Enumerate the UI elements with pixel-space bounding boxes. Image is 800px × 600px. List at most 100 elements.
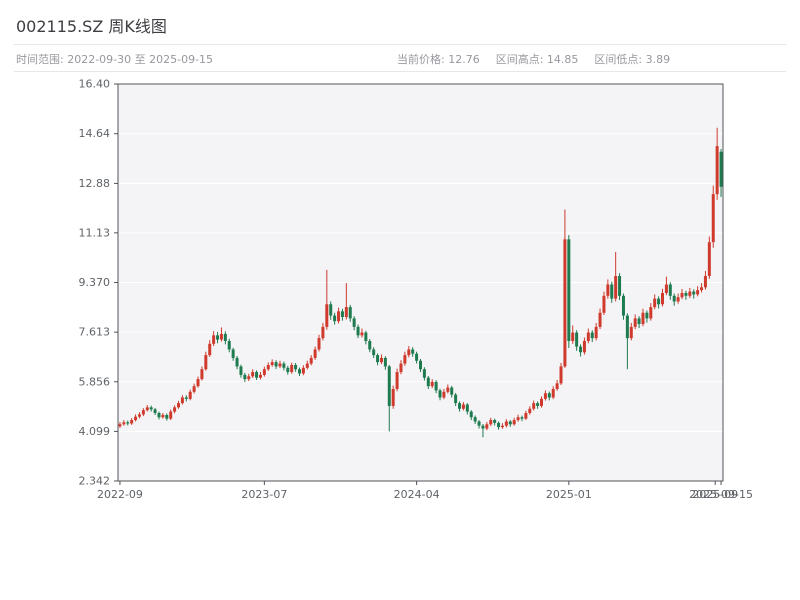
- candle-body: [286, 367, 290, 373]
- candle-body: [270, 362, 274, 365]
- candle-body: [664, 284, 668, 293]
- candle-body: [579, 346, 583, 353]
- candle-body: [700, 287, 704, 291]
- y-axis-label: 7.613: [79, 326, 111, 339]
- candle-body: [446, 387, 450, 392]
- candle-body: [223, 333, 227, 341]
- candle-body: [419, 360, 422, 370]
- candle-body: [212, 335, 216, 344]
- candle-body: [173, 407, 177, 412]
- candle-body: [703, 276, 707, 288]
- candle-body: [118, 424, 122, 427]
- candle-body: [594, 326, 598, 339]
- candle-body: [481, 425, 485, 429]
- candle-body: [450, 387, 454, 395]
- candle-body: [383, 357, 387, 367]
- candle-body: [219, 333, 223, 340]
- candle-body: [719, 151, 723, 187]
- candle-body: [364, 332, 368, 341]
- candle-body: [415, 353, 419, 361]
- candle-body: [629, 326, 633, 339]
- candle-body: [637, 318, 641, 325]
- candle-body: [668, 284, 672, 296]
- x-axis-label: 2022-09: [97, 488, 143, 501]
- range-high-stat: 区间高点: 14.85: [495, 53, 579, 66]
- candle-body: [485, 424, 489, 429]
- candle-body: [165, 414, 169, 419]
- candle-body: [403, 355, 407, 364]
- candle-body: [532, 403, 536, 409]
- x-axis-label: 2025-09: [692, 488, 738, 501]
- x-axis-label: 2025-09-15: [689, 488, 753, 501]
- candle-body: [430, 381, 434, 387]
- candle-body: [633, 318, 637, 327]
- candle-body: [247, 376, 251, 380]
- candle-body: [137, 414, 141, 417]
- candle-body: [680, 292, 684, 298]
- candle-body: [399, 363, 403, 373]
- candle-body: [571, 332, 575, 341]
- candle-body: [395, 372, 399, 389]
- candle-body: [688, 291, 692, 296]
- candle-body: [325, 304, 329, 327]
- candle-body: [606, 284, 610, 296]
- candle-body: [540, 398, 543, 406]
- candle-body: [239, 366, 243, 375]
- candle-body: [598, 312, 602, 327]
- candle-body: [610, 284, 614, 299]
- candle-body: [469, 411, 473, 418]
- current-price-stat: 当前价格: 12.76: [397, 53, 480, 66]
- candle-body: [442, 391, 446, 398]
- y-axis-label: 16.40: [79, 78, 111, 91]
- candle-body: [661, 292, 664, 305]
- candle-body: [337, 311, 341, 322]
- y-axis-label: 4.099: [79, 425, 111, 438]
- candle-body: [352, 318, 356, 327]
- candle-body: [301, 367, 305, 374]
- candle-body: [454, 394, 458, 404]
- candle-body: [434, 381, 438, 391]
- candle-body: [512, 420, 516, 425]
- candle-body: [177, 403, 180, 408]
- candle-body: [422, 369, 426, 378]
- candle-body: [169, 411, 173, 419]
- header-divider-top: [14, 44, 786, 45]
- candle-body: [621, 295, 625, 316]
- y-axis-label: 14.64: [79, 127, 111, 140]
- candle-body: [321, 326, 325, 339]
- candle-body: [461, 404, 465, 409]
- candle-body: [458, 403, 462, 409]
- candle-body: [524, 412, 528, 419]
- candle-body: [317, 338, 321, 350]
- x-axis-label: 2025-01: [546, 488, 592, 501]
- candle-body: [204, 355, 208, 370]
- candle-body: [653, 298, 657, 308]
- candle-body: [208, 343, 212, 356]
- candle-body: [153, 409, 157, 413]
- candle-body: [333, 315, 337, 322]
- candle-body: [465, 404, 469, 412]
- candle-body: [379, 357, 383, 363]
- candle-body: [278, 363, 282, 367]
- candle-body: [715, 146, 719, 195]
- candle-body: [145, 407, 149, 411]
- candle-body: [672, 295, 676, 302]
- candle-body: [356, 326, 360, 336]
- candle-body: [645, 312, 649, 319]
- header-divider-bottom: [14, 71, 786, 72]
- candle-body: [473, 417, 477, 422]
- candle-body: [563, 239, 567, 367]
- candle-body: [309, 357, 313, 364]
- candle-body: [684, 292, 688, 296]
- candle-body: [614, 276, 618, 299]
- candle-body: [243, 374, 247, 380]
- candle-body: [426, 377, 430, 387]
- y-axis-label: 2.342: [79, 475, 111, 488]
- candle-body: [258, 374, 262, 378]
- candle-body: [255, 372, 259, 378]
- candle-body: [520, 417, 524, 419]
- candle-body: [122, 422, 126, 425]
- candle-body: [192, 386, 196, 392]
- y-axis-label: 12.88: [79, 177, 111, 190]
